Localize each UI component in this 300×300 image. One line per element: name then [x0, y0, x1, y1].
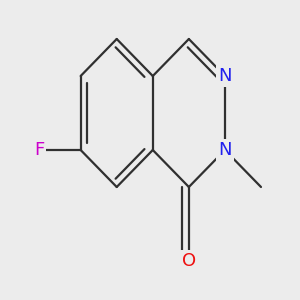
Text: F: F — [34, 141, 44, 159]
Text: N: N — [218, 141, 232, 159]
Text: N: N — [218, 67, 232, 85]
Text: O: O — [182, 252, 196, 270]
